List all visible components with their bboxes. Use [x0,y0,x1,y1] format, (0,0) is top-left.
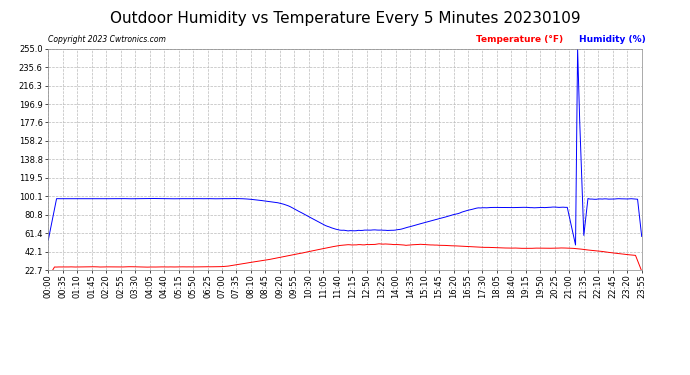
Text: Copyright 2023 Cwtronics.com: Copyright 2023 Cwtronics.com [48,35,166,44]
Text: Humidity (%): Humidity (%) [580,35,646,44]
Text: Outdoor Humidity vs Temperature Every 5 Minutes 20230109: Outdoor Humidity vs Temperature Every 5 … [110,11,580,26]
Text: Temperature (°F): Temperature (°F) [475,35,562,44]
